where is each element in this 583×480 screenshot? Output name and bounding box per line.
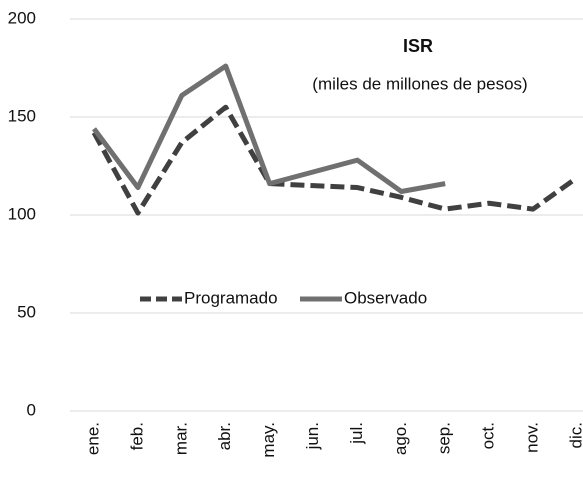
series-line xyxy=(91,104,579,216)
x-tick-label: may. xyxy=(259,422,278,458)
y-tick-label: 200 xyxy=(8,8,36,27)
x-tick-label: dic. xyxy=(566,422,583,448)
legend-label: Observado xyxy=(344,288,427,307)
x-tick-label: oct. xyxy=(479,422,498,449)
x-tick-label: mar. xyxy=(171,422,190,455)
y-tick-label: 150 xyxy=(8,106,36,125)
x-tick-label: nov. xyxy=(522,422,541,453)
x-tick-label: ago. xyxy=(391,422,410,455)
x-tick-label: feb. xyxy=(127,422,146,450)
x-tick-label: sep. xyxy=(435,422,454,454)
x-tick-label: ene. xyxy=(83,422,102,455)
chart-title: ISR xyxy=(403,36,433,56)
x-tick-label: abr. xyxy=(215,422,234,450)
y-tick-label: 50 xyxy=(17,302,36,321)
series-line xyxy=(91,63,446,194)
x-tick-label: jun. xyxy=(303,422,322,450)
y-tick-label: 100 xyxy=(8,204,36,223)
y-tick-label: 0 xyxy=(27,400,36,419)
chart-subtitle: (miles de millones de pesos) xyxy=(312,74,527,93)
x-tick-label: jul. xyxy=(347,422,366,445)
legend-label: Programado xyxy=(184,288,278,307)
